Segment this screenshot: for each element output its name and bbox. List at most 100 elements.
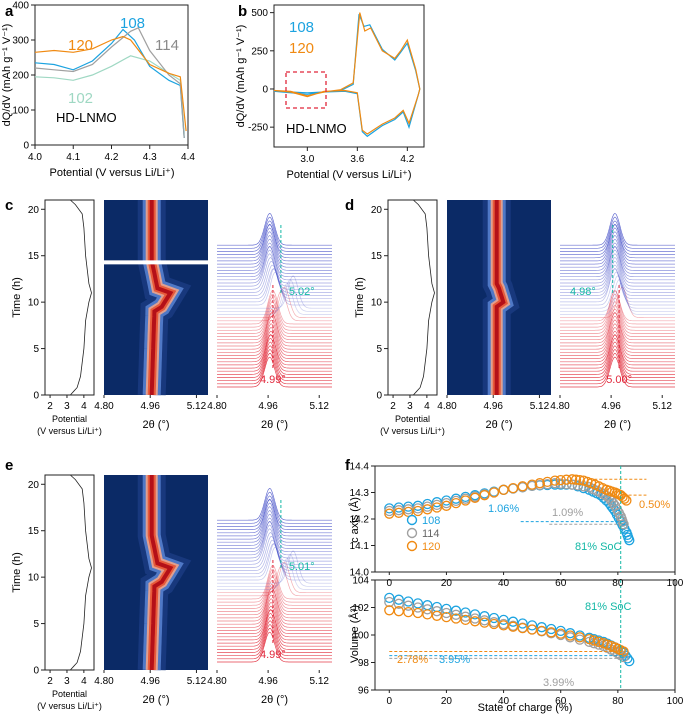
diffraction-trace bbox=[560, 238, 675, 271]
x-tick-label: 4.2 bbox=[105, 152, 119, 163]
panel-b-zoom-box bbox=[285, 71, 327, 109]
diffraction-trace bbox=[217, 602, 332, 634]
diffraction-trace bbox=[217, 216, 332, 249]
y-tick-label: 100 bbox=[352, 631, 369, 642]
diffraction-trace bbox=[217, 261, 332, 293]
diffraction-trace bbox=[217, 590, 332, 625]
panel-f-chart: 0 20 40 60 80 100 14.0 14.1 14.2 14.3 14.4 0 20 40 60 8… bbox=[348, 462, 684, 715]
potential-frame bbox=[387, 199, 438, 396]
diffraction-trace bbox=[217, 631, 332, 663]
data-point-114 bbox=[384, 596, 395, 608]
data-point-120 bbox=[450, 613, 462, 624]
diffraction-trace bbox=[217, 308, 332, 341]
diffraction-trace bbox=[560, 283, 675, 315]
annot-c-120: 0.50% bbox=[639, 499, 670, 511]
heatmap-axis-label: 2θ (°) bbox=[485, 419, 512, 431]
diffraction-trace bbox=[217, 349, 332, 382]
diffraction-trace bbox=[217, 301, 332, 334]
diffraction-trace bbox=[217, 513, 332, 546]
potential-frame bbox=[44, 474, 95, 671]
data-point-120 bbox=[412, 505, 424, 517]
data-point-120 bbox=[534, 478, 545, 489]
diffraction-trace bbox=[560, 356, 675, 388]
diffraction-trace bbox=[560, 319, 675, 353]
diffraction-trace bbox=[560, 337, 675, 372]
diffraction-trace bbox=[217, 594, 332, 628]
diffraction-trace bbox=[217, 231, 332, 265]
theta-tick-label: 4.80 bbox=[94, 676, 114, 687]
data-point-114 bbox=[460, 611, 471, 622]
diffraction-trace bbox=[560, 315, 675, 350]
diffraction-trace bbox=[217, 315, 332, 350]
diffraction-trace bbox=[217, 561, 332, 594]
diffraction-trace bbox=[217, 510, 332, 543]
data-point-114 bbox=[549, 478, 561, 489]
potential-tick-label: 3 bbox=[64, 676, 70, 687]
data-point-120 bbox=[574, 474, 585, 486]
data-point-120 bbox=[618, 646, 629, 657]
data-point-120 bbox=[498, 620, 509, 631]
panel-a-ylabel: dQ/dV (mAh g⁻¹ V⁻¹) bbox=[1, 24, 13, 127]
diffraction-trace bbox=[560, 286, 675, 319]
data-point-120 bbox=[460, 495, 471, 506]
data-point-114 bbox=[393, 598, 404, 609]
panel-f-v-ylabel: Volume (Å³) bbox=[348, 605, 361, 663]
diffraction-trace bbox=[217, 290, 332, 322]
series-line-102 bbox=[35, 55, 185, 135]
annot-v-114: 3.99% bbox=[543, 677, 574, 689]
diffraction-trace bbox=[217, 550, 332, 584]
data-point-114 bbox=[431, 606, 443, 617]
teal-peak-label: 5.02° bbox=[289, 286, 315, 298]
theta-tick-label: 5.12 bbox=[652, 401, 672, 412]
diffraction-trace bbox=[217, 517, 332, 549]
y-tick-label: 102 bbox=[352, 603, 369, 614]
data-point-108 bbox=[469, 609, 481, 620]
panel-e-strips: Time (h) 0 5 10 15 20 2 3 4 Potential (V versus Li… bbox=[11, 474, 332, 711]
x-tick-label: 0 bbox=[387, 696, 393, 707]
data-point-120 bbox=[565, 630, 576, 641]
legend-108-a: 108 bbox=[120, 15, 145, 32]
y-tick-label: 300 bbox=[12, 36, 29, 47]
diffraction-trace bbox=[217, 499, 332, 530]
data-point-120 bbox=[450, 497, 462, 509]
data-point-120 bbox=[619, 493, 630, 504]
panel-f-v-frame bbox=[374, 579, 676, 691]
potential-curve bbox=[70, 199, 92, 396]
theta-tick-label: 4.80 bbox=[207, 401, 227, 412]
theta-tick-label: 5.12 bbox=[309, 401, 329, 412]
diffraction-trace bbox=[217, 286, 332, 319]
diffraction-trace bbox=[217, 502, 332, 537]
diffraction-trace bbox=[217, 337, 332, 372]
waterfall-axis-label: 2θ (°) bbox=[261, 419, 288, 431]
panel-f-c-ylabel: c axis (Å) bbox=[348, 497, 361, 543]
heatmap-axis-label: 2θ (°) bbox=[142, 419, 169, 431]
diffraction-trace bbox=[217, 235, 332, 268]
time-tick-label: 20 bbox=[28, 205, 40, 216]
data-point-120 bbox=[555, 628, 566, 639]
diffraction-trace bbox=[560, 341, 675, 375]
theta-tick-label: 4.80 bbox=[437, 401, 457, 412]
y-tick-label: 400 bbox=[12, 1, 29, 12]
diffraction-trace bbox=[217, 304, 332, 337]
diffraction-trace bbox=[560, 334, 675, 366]
theta-tick-label: 4.96 bbox=[601, 401, 621, 412]
series-line-114 bbox=[35, 27, 185, 139]
diffraction-trace bbox=[217, 554, 332, 587]
data-point-108 bbox=[403, 501, 414, 512]
potential-tick-label: 4 bbox=[424, 401, 430, 412]
panel-a-chart: 4.0 4.1 4.2 4.3 4.4 0 100 200 300 400 HD-LNMO 108… bbox=[1, 1, 195, 180]
potential-axis-label: Potential bbox=[52, 689, 87, 699]
panel-b-xlabel: Potential (V versus Li/Li⁺) bbox=[286, 169, 411, 181]
x-tick-label: 3.6 bbox=[350, 154, 364, 165]
diffraction-trace bbox=[560, 289, 675, 325]
data-point-120 bbox=[570, 474, 582, 485]
theta-tick-label: 5.12 bbox=[309, 676, 329, 687]
diffraction-trace bbox=[217, 290, 332, 325]
panel-a-xlabel: Potential (V versus Li/Li⁺) bbox=[49, 167, 174, 179]
potential-tick-label: 2 bbox=[47, 401, 53, 412]
waterfall-axis-label: 2θ (°) bbox=[604, 419, 631, 431]
diffraction-trace bbox=[217, 628, 332, 660]
theta-tick-label: 4.80 bbox=[207, 676, 227, 687]
potential-axis-label: Potential bbox=[395, 414, 430, 424]
data-point-108 bbox=[403, 596, 414, 607]
